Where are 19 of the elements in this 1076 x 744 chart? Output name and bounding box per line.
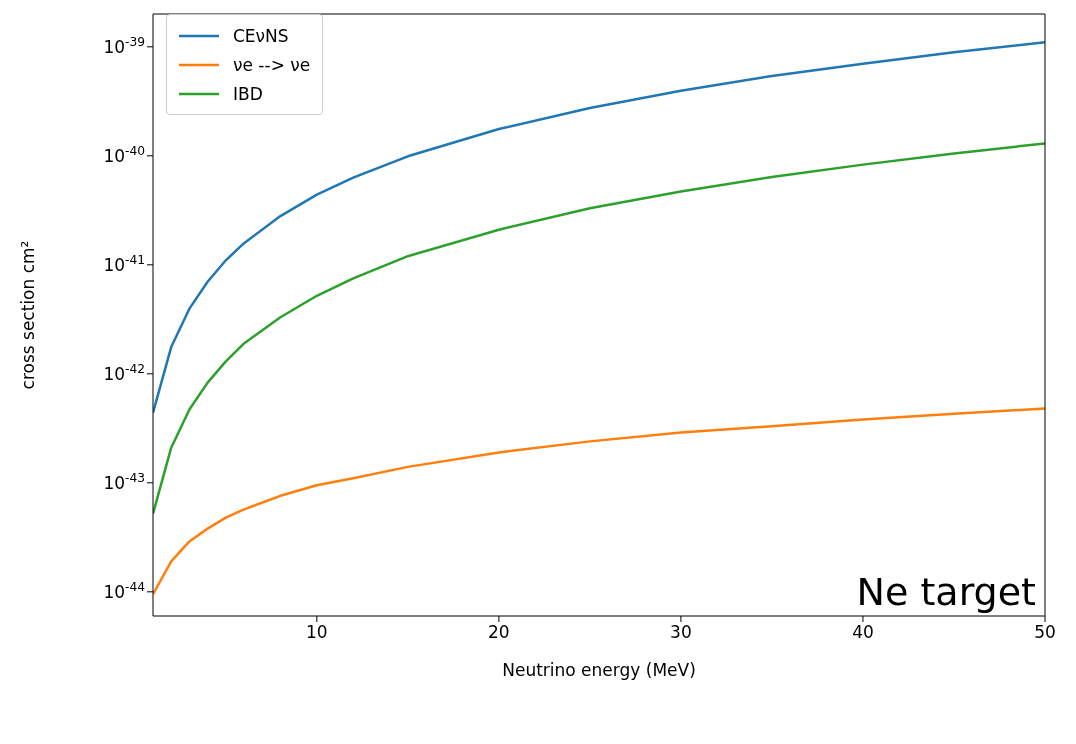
line-series [153, 142, 1045, 516]
annotation: Ne target [856, 570, 1036, 614]
y-tick-label: 10$^{-41}$ [103, 252, 145, 275]
legend-label: νe --> νe [233, 54, 311, 75]
x-tick-label: 50 [1034, 622, 1056, 642]
line-series [153, 41, 1045, 414]
x-axis-title: Neutrino energy (MeV) [502, 660, 696, 680]
x-tick-label: 20 [488, 622, 510, 642]
y-tick-label: 10$^{-42}$ [103, 361, 145, 384]
y-tick-label: 10$^{-40}$ [103, 143, 145, 166]
legend-label: CEνNS [233, 25, 289, 46]
y-tick-label: 10$^{-43}$ [103, 470, 145, 493]
y-axis-title: cross section cm² [18, 240, 39, 390]
y-tick-label: 10$^{-44}$ [103, 579, 146, 602]
y-tick-label: 10$^{-39}$ [103, 34, 145, 57]
legend-label: IBD [233, 83, 263, 104]
x-tick-label: 30 [670, 622, 692, 642]
x-tick-label: 40 [852, 622, 874, 642]
x-tick-label: 10 [306, 622, 328, 642]
